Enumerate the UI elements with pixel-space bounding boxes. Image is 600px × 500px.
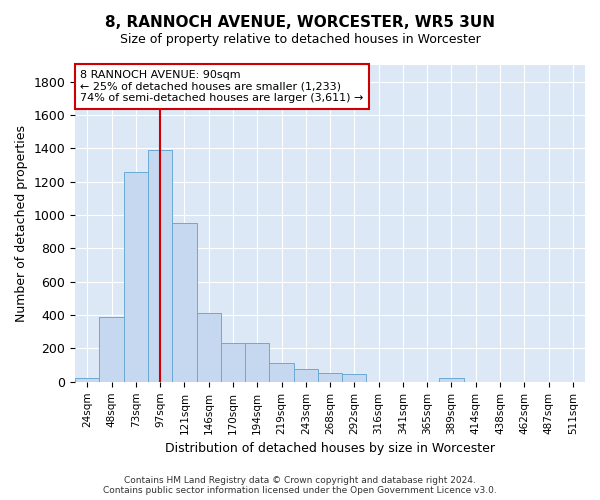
X-axis label: Distribution of detached houses by size in Worcester: Distribution of detached houses by size … [165, 442, 495, 455]
Y-axis label: Number of detached properties: Number of detached properties [15, 125, 28, 322]
Bar [75, 378, 100, 382]
Text: Size of property relative to detached houses in Worcester: Size of property relative to detached ho… [119, 32, 481, 46]
Bar [148, 150, 172, 382]
Bar [293, 370, 318, 382]
Bar [221, 342, 245, 382]
Bar [245, 342, 269, 382]
Text: 8, RANNOCH AVENUE, WORCESTER, WR5 3UN: 8, RANNOCH AVENUE, WORCESTER, WR5 3UN [105, 15, 495, 30]
Bar [342, 374, 367, 382]
Bar [124, 172, 148, 382]
Bar [318, 374, 342, 382]
Text: 8 RANNOCH AVENUE: 90sqm
← 25% of detached houses are smaller (1,233)
74% of semi: 8 RANNOCH AVENUE: 90sqm ← 25% of detache… [80, 70, 364, 103]
Bar [100, 317, 124, 382]
Bar [172, 224, 197, 382]
Text: Contains HM Land Registry data © Crown copyright and database right 2024.
Contai: Contains HM Land Registry data © Crown c… [103, 476, 497, 495]
Bar [439, 378, 464, 382]
Bar [269, 362, 293, 382]
Bar [197, 312, 221, 382]
